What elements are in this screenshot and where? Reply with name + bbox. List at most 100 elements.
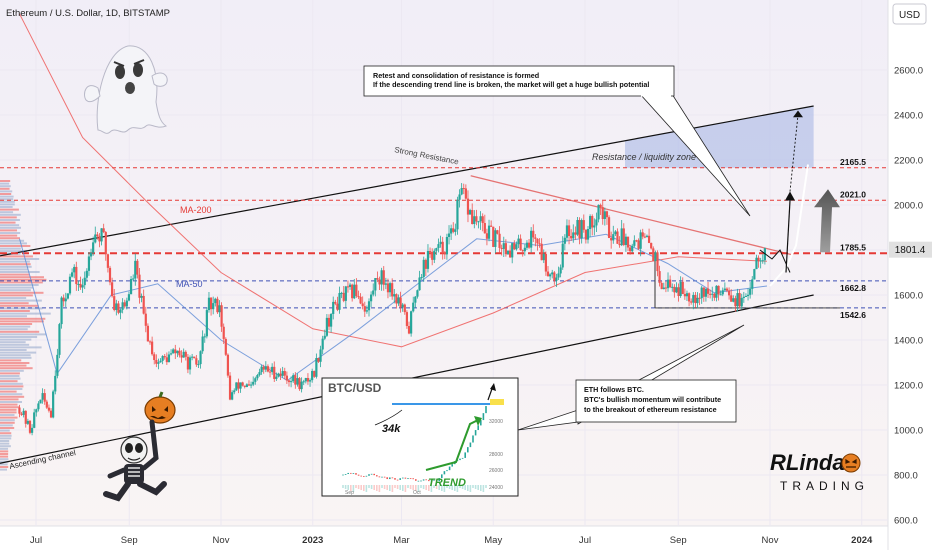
candle-body	[704, 288, 708, 297]
candle-body	[41, 393, 44, 400]
time-tick-label: Sep	[670, 535, 687, 546]
candle-body	[511, 243, 514, 258]
annotation-top: Retest and consolidation of resistance i…	[363, 65, 751, 217]
candle-body	[683, 294, 686, 297]
annotation-bottom-line3: to the breakout of ethereum resistance	[584, 405, 717, 414]
candle-body	[730, 295, 733, 302]
candle-body	[252, 381, 255, 385]
inset-volume-bar	[399, 485, 401, 490]
candle-body	[292, 375, 295, 382]
candle-body	[572, 232, 575, 239]
candle-body	[487, 225, 491, 239]
candle-body	[546, 271, 550, 277]
inset-candle	[355, 473, 357, 475]
inset-candle	[409, 478, 412, 479]
candle-body	[498, 233, 501, 248]
inset-candle	[352, 473, 355, 474]
candle-body	[563, 237, 566, 244]
candle-body	[405, 312, 409, 326]
projection-dotted	[789, 114, 799, 192]
candle-body	[521, 250, 524, 252]
candle-body	[306, 377, 310, 382]
candle-body	[420, 277, 423, 279]
candle-body	[473, 216, 476, 225]
currency-button-label: USD	[899, 10, 920, 21]
level-labels: 2165.5 2021.0 1785.5 1662.8 1542.6	[840, 157, 866, 320]
inset-candle	[459, 458, 461, 461]
candle-body	[502, 243, 505, 249]
candle-body	[201, 336, 204, 352]
candle-body	[629, 247, 632, 252]
candle-body	[174, 349, 177, 354]
candle-body	[662, 287, 665, 290]
inset-volume-bar	[378, 485, 381, 492]
candle-body	[197, 364, 200, 366]
candle-body	[439, 241, 442, 245]
inset-candle	[477, 425, 479, 431]
candle-body	[157, 362, 160, 364]
price-tick-label: 1600.0	[894, 291, 923, 302]
projection-white	[769, 164, 809, 287]
candle-body	[485, 233, 489, 239]
candle-body	[513, 243, 516, 250]
candle-body	[340, 292, 343, 294]
inset-volume-bar	[363, 485, 365, 491]
candle-body	[220, 305, 223, 327]
ma200-label: MA-200	[180, 205, 212, 215]
candle-body	[60, 297, 63, 325]
currency-button[interactable]: USD	[892, 3, 927, 25]
candle-body	[115, 303, 118, 311]
inset-tick-1: 32000	[489, 419, 503, 425]
candle-body	[622, 228, 625, 245]
inset-volume-bar	[347, 485, 349, 490]
candle-body	[540, 243, 543, 261]
candle-body	[557, 273, 560, 278]
candle-body	[279, 373, 282, 376]
candle-body	[178, 350, 181, 356]
rlinda-trading-logo: RLinda TRADING	[770, 450, 864, 493]
candle-body	[475, 216, 478, 222]
candle-body	[496, 230, 499, 234]
inset-volume-bar	[459, 485, 461, 488]
candle-body	[388, 283, 392, 293]
inset-candle	[350, 472, 352, 474]
inset-candle	[428, 480, 430, 482]
candle-body	[108, 267, 112, 283]
level-label-level-1662: 1662.8	[840, 283, 866, 293]
ma50-label: MA-50	[176, 279, 203, 289]
candle-body	[277, 373, 280, 377]
inset-volume-bar	[350, 485, 352, 491]
candle-body	[567, 225, 571, 237]
inset-volume-bar	[454, 485, 456, 491]
candle-body	[94, 234, 97, 243]
inset-volume-bar	[407, 485, 409, 488]
candle-body	[317, 357, 320, 362]
level-label-level-1785: 1785.5	[840, 242, 866, 252]
candle-body	[744, 296, 748, 298]
candle-body	[414, 296, 417, 303]
candle-body	[464, 188, 467, 199]
candle-body	[618, 243, 621, 246]
candle-body	[382, 270, 385, 285]
candle-body	[163, 356, 166, 358]
candle-body	[698, 297, 701, 299]
inset-candle	[441, 474, 443, 479]
inset-candle	[438, 478, 440, 482]
inset-candle	[404, 477, 407, 479]
inset-candle	[365, 475, 368, 477]
candle-body	[692, 294, 695, 303]
candle-body	[268, 371, 272, 373]
candle-body	[180, 355, 183, 358]
time-tick-label: 2023	[302, 535, 323, 546]
candle-body	[111, 282, 114, 297]
candle-body	[146, 325, 150, 342]
inset-up-arrowhead	[490, 383, 496, 391]
candle-body	[24, 410, 27, 424]
inset-candle	[342, 474, 344, 476]
inset-candle	[433, 479, 435, 481]
candle-body	[431, 251, 434, 260]
candle-body	[62, 297, 65, 302]
candle-body	[713, 293, 716, 298]
candle-body	[506, 250, 510, 255]
